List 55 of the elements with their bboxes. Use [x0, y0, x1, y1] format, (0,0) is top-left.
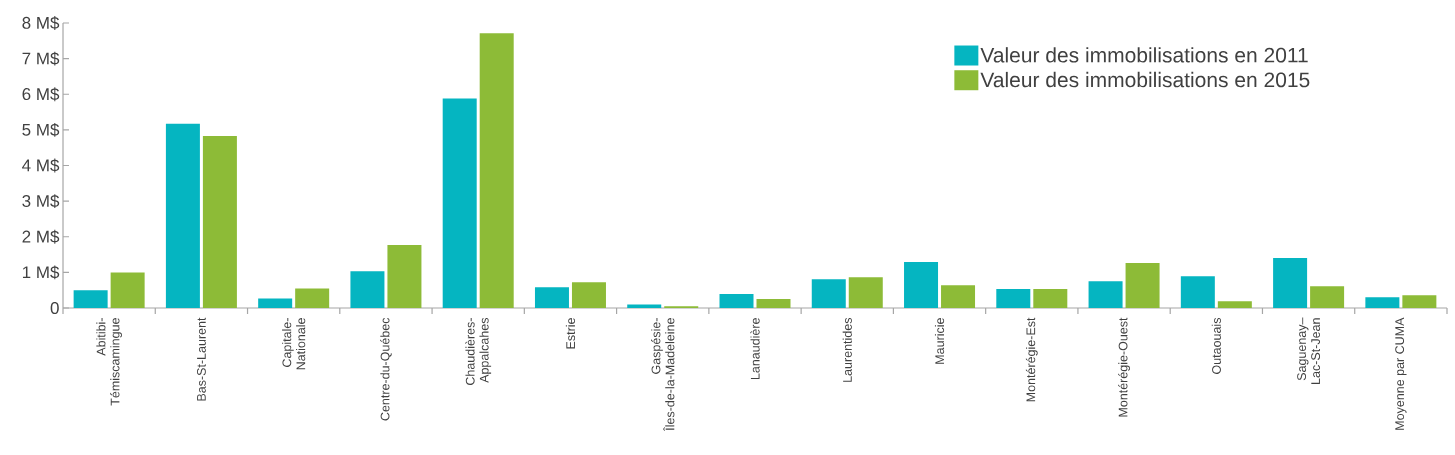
x-tick-label: Bas-St-Laurent: [196, 317, 206, 401]
y-tick-label: 3 M$: [22, 194, 60, 208]
bar: [848, 277, 883, 308]
legend-label: Valeur des immobilisations en 2015: [980, 71, 1310, 88]
y-tick-label: 4 M$: [22, 158, 60, 173]
bar: [258, 298, 293, 308]
bar: [627, 304, 662, 308]
bar: [904, 262, 939, 308]
x-tick-label: Moyenne par CUMA: [1395, 317, 1407, 430]
bar: [1033, 289, 1068, 308]
bar: [996, 289, 1031, 308]
x-tick-label: Lanaudière: [750, 318, 760, 380]
bar: [1125, 263, 1160, 308]
x-tick-label: Gaspésie- Îles-de-la-Madeleine: [651, 318, 675, 432]
y-tick-label: 0: [50, 301, 59, 315]
bar: [73, 290, 108, 308]
x-tick-label: Estrie: [565, 318, 576, 349]
bar: [479, 33, 514, 308]
bar: [350, 271, 385, 308]
bar: [1273, 258, 1308, 308]
bar: [941, 285, 976, 308]
x-tick-label: Montérégie-Ouest: [1118, 317, 1130, 417]
x-tick-label: Abitibi- Témiscamingue: [96, 318, 122, 406]
y-tick-label: 8 M$: [22, 16, 60, 30]
x-tick-label: Outaouais: [1211, 317, 1221, 374]
bar: [110, 272, 145, 308]
bar: [1402, 295, 1437, 308]
legend-label: Valeur des immobilisations en 2011: [980, 47, 1308, 63]
bar: [1180, 276, 1215, 308]
bar: [295, 288, 330, 308]
bar: [534, 287, 569, 308]
y-tick-label: 7 M$: [22, 51, 60, 66]
x-tick-label: Capitale- Nationale: [282, 318, 306, 370]
bar: [202, 135, 237, 308]
y-tick-label: 5 M$: [22, 123, 60, 137]
bar: [1310, 286, 1345, 308]
bar: [571, 282, 606, 308]
x-tick-label: Centre-du-Québec: [380, 317, 392, 421]
bar: [719, 294, 754, 308]
y-tick-label: 6 M$: [22, 87, 60, 102]
y-tick-label: 2 M$: [22, 229, 60, 244]
bar: [811, 279, 846, 308]
x-tick-label: Chaudières- Appalcahes: [465, 318, 492, 385]
bar: [756, 299, 791, 308]
y-tick-label: 1 M$: [22, 265, 60, 280]
x-tick-label: Mauricie: [934, 318, 945, 364]
bar: [1088, 281, 1123, 308]
x-tick-label: Saguenay– Lac-St-Jean: [1297, 317, 1321, 384]
bar: [387, 244, 422, 308]
bar: [1365, 297, 1400, 308]
bar: [1217, 301, 1252, 308]
bar: [165, 123, 200, 308]
bar: [442, 98, 477, 308]
x-tick-label: Laurentides: [842, 318, 852, 382]
x-tick-label: Montérégie-Est: [1025, 317, 1038, 402]
